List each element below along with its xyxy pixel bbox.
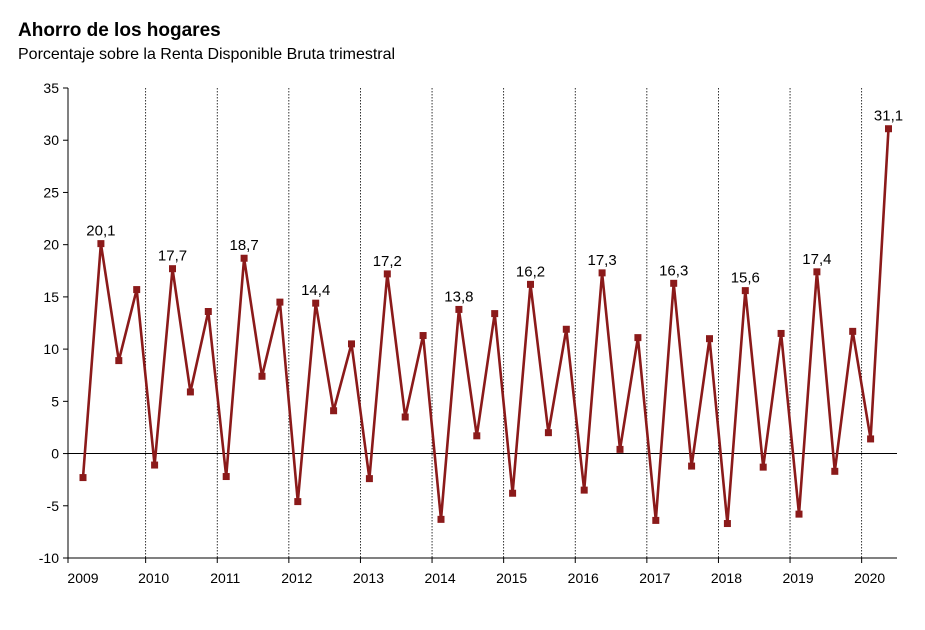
data-point [294,498,302,506]
data-point [491,310,499,318]
data-label: 20,1 [86,223,115,240]
y-tick-label: -5 [47,498,60,514]
data-label: 15,6 [731,270,760,287]
data-point [330,407,338,415]
data-point [652,516,660,524]
data-point [240,254,248,262]
y-tick-label: 15 [43,289,59,305]
data-point [151,461,159,469]
data-point [598,269,606,277]
data-point [133,286,141,294]
data-point [580,486,588,494]
data-point [97,240,105,248]
x-tick-label: 2020 [854,570,885,586]
data-point [169,265,176,273]
data-point [813,268,821,276]
data-point [383,270,391,278]
data-point [437,515,445,523]
data-label: 17,4 [802,251,831,268]
y-tick-label: 20 [43,237,59,253]
data-point [401,413,409,421]
data-label: 16,2 [516,263,545,280]
x-tick-label: 2012 [281,570,312,586]
data-point [79,474,87,482]
data-point [544,429,552,437]
y-tick-label: 10 [43,341,59,357]
data-point [849,327,857,335]
data-point [419,332,427,340]
y-tick-label: 0 [51,446,59,462]
data-label: 18,7 [229,237,258,254]
x-tick-label: 2016 [568,570,599,586]
y-tick-label: 5 [51,393,59,409]
data-point [258,372,266,380]
x-tick-label: 2018 [711,570,742,586]
data-point [312,299,320,307]
y-tick-label: 30 [43,132,59,148]
data-label: 13,8 [444,288,473,305]
data-point [634,334,642,342]
data-point [455,305,463,313]
x-tick-label: 2017 [639,570,670,586]
data-point [562,325,570,333]
data-point [759,463,767,471]
chart-title: Ahorro de los hogares [18,20,221,41]
data-point [527,280,534,288]
data-label: 17,3 [587,252,616,269]
data-point [723,520,731,528]
data-point [509,489,517,497]
x-tick-label: 2014 [424,570,455,586]
chart-subtitle: Porcentaje sobre la Renta Disponible Bru… [18,46,396,63]
x-tick-label: 2013 [353,570,384,586]
data-label: 31,1 [874,108,903,125]
y-tick-label: -10 [39,550,59,566]
y-tick-label: 35 [43,80,59,96]
x-tick-label: 2010 [138,570,169,586]
data-point [186,388,194,396]
data-point [831,467,839,475]
data-label: 17,2 [373,253,402,270]
data-point [688,462,696,470]
data-point [616,445,624,453]
data-point [706,335,713,343]
x-tick-label: 2011 [210,570,240,586]
data-point [867,435,875,443]
x-tick-label: 2019 [782,570,813,586]
data-point [204,308,212,316]
data-point [795,510,803,518]
data-label: 16,3 [659,262,688,279]
data-point [365,475,373,483]
data-point [276,298,284,306]
x-tick-label: 2015 [496,570,527,586]
data-point [741,287,749,295]
data-label: 14,4 [301,282,330,299]
data-point [115,357,123,365]
data-label: 17,7 [158,248,187,265]
data-point [885,125,892,133]
series-line [81,128,890,525]
data-point [222,473,230,481]
x-tick-label: 2009 [67,570,98,586]
y-tick-label: 25 [43,184,59,200]
data-point [473,432,481,440]
data-point [348,340,355,348]
data-point [670,279,678,287]
data-point [777,329,785,337]
